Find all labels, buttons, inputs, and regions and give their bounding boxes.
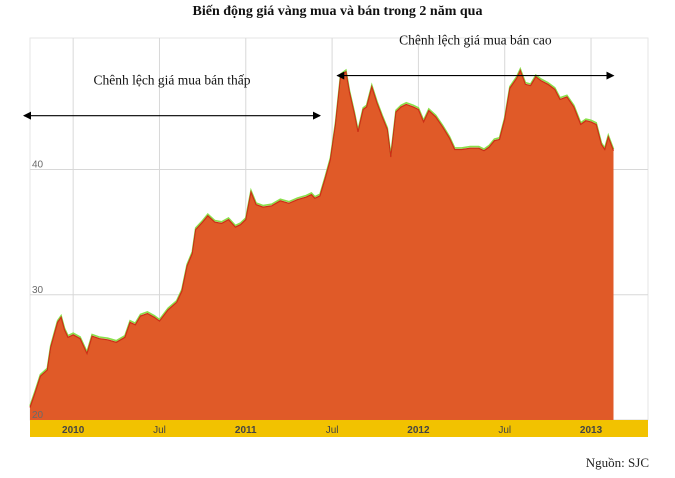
annotation-layer: Chênh lệch giá mua bán thấp Chênh lệch gi… xyxy=(23,33,615,120)
x-tick-label: 2011 xyxy=(235,425,257,436)
y-tick-label: 40 xyxy=(32,160,44,171)
x-tick-label: 2010 xyxy=(62,425,85,436)
x-tick-label: Jul xyxy=(498,425,511,436)
tick-layer: 20 30 40 2010 Jul 2011 Jul 2012 Jul 2013 xyxy=(32,160,603,436)
y-tick-label: 30 xyxy=(32,285,44,296)
x-tick-label: 2012 xyxy=(407,425,430,436)
x-axis-band xyxy=(30,420,648,437)
x-tick-label: Jul xyxy=(326,425,339,436)
annotation-label: Chênh lệch giá mua bán thấp xyxy=(93,73,250,88)
chart-title: Biến động giá vàng mua và bán trong 2 nă… xyxy=(192,4,483,19)
y-tick-label: 20 xyxy=(32,410,44,421)
x-tick-label: Jul xyxy=(153,425,166,436)
source-note: Nguồn: SJC xyxy=(585,455,649,470)
x-tick-label: 2013 xyxy=(580,425,603,436)
annotation-label: Chênh lệch giá mua bán cao xyxy=(399,33,552,48)
price-area xyxy=(30,70,614,420)
